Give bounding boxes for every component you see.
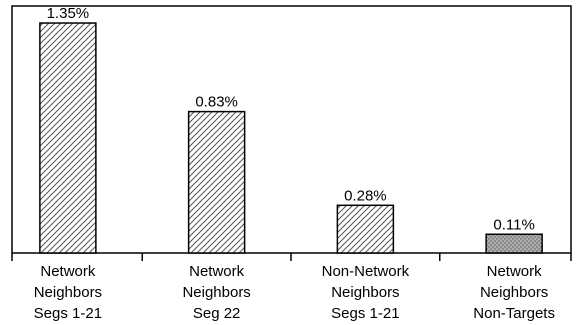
x-axis-ticks — [11, 253, 572, 261]
category-label-1-line-3: Segs 1-21 — [34, 305, 102, 322]
category-label-1-line-1: Network — [40, 263, 96, 280]
bar-3 — [336, 204, 395, 254]
bar-4 — [485, 233, 543, 254]
category-label-4-line-1: Network — [487, 263, 543, 280]
value-label-4: 0.11% — [493, 216, 534, 233]
category-label-4-line-2: Neighbors — [480, 284, 548, 301]
category-label-2-line-3: Seg 22 — [193, 305, 241, 322]
bar-2 — [187, 110, 246, 254]
bar-1 — [39, 22, 97, 254]
value-label-2: 0.83% — [195, 94, 238, 111]
category-label-1-line-2: Neighbors — [34, 284, 102, 301]
value-label-3: 0.28% — [344, 187, 387, 204]
category-labels: Network Neighbors Segs 1-21 Network Neighbor… — [34, 263, 555, 322]
category-label-2-line-2: Neighbors — [182, 284, 250, 301]
value-labels: 1.35% 0.83% 0.28% 0.11% — [47, 5, 535, 233]
value-label-1: 1.35% — [47, 5, 90, 22]
bars — [39, 22, 543, 254]
category-label-3-line-3: Segs 1-21 — [331, 305, 399, 322]
category-label-3-line-2: Neighbors — [331, 284, 399, 301]
category-label-4-line-3: Non-Targets — [473, 305, 555, 322]
category-label-2-line-1: Network — [189, 263, 245, 280]
category-label-3-line-1: Non-Network — [322, 263, 410, 280]
